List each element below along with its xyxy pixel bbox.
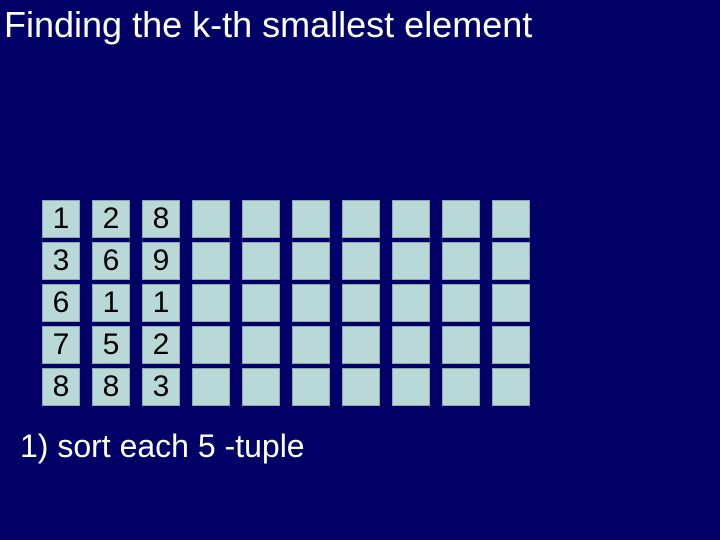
- tuple-cell: 2: [92, 200, 130, 238]
- tuple-cell: 3: [42, 242, 80, 280]
- tuple-cell: [442, 284, 480, 322]
- tuple-cell: [392, 368, 430, 406]
- tuple-cell: [392, 200, 430, 238]
- tuple-column: 1 3 6 7 8: [42, 200, 80, 406]
- tuple-cell: 8: [92, 368, 130, 406]
- tuple-cell: [192, 284, 230, 322]
- tuple-cell: [242, 200, 280, 238]
- tuple-cell: [342, 368, 380, 406]
- tuple-cell: [492, 326, 530, 364]
- tuple-cell: [242, 368, 280, 406]
- tuple-cell: [242, 284, 280, 322]
- slide: Finding the k-th smallest element 136782…: [0, 0, 720, 540]
- tuple-column: 2 6 1 5 8: [92, 200, 130, 406]
- tuple-cell: [492, 284, 530, 322]
- tuple-cell: [442, 242, 480, 280]
- tuple-cell: [442, 368, 480, 406]
- tuple-cell: 1: [92, 284, 130, 322]
- tuple-cell: [192, 326, 230, 364]
- tuple-column: [442, 200, 480, 406]
- tuple-cell: [492, 200, 530, 238]
- tuple-cell: [192, 368, 230, 406]
- tuple-cell: [342, 284, 380, 322]
- tuple-cell: [392, 284, 430, 322]
- tuple-cell: [292, 242, 330, 280]
- tuple-column: [342, 200, 380, 406]
- tuple-cell: [392, 326, 430, 364]
- tuple-cell: 9: [142, 242, 180, 280]
- tuple-cell: 8: [142, 200, 180, 238]
- tuple-cell: 5: [92, 326, 130, 364]
- tuple-cell: [392, 242, 430, 280]
- tuple-cell: [242, 326, 280, 364]
- slide-title: Finding the k-th smallest element: [4, 4, 532, 46]
- tuple-cell: 8: [42, 368, 80, 406]
- tuple-cell: 2: [142, 326, 180, 364]
- tuple-cell: [242, 242, 280, 280]
- tuple-cell: [342, 242, 380, 280]
- tuple-cell: [192, 242, 230, 280]
- tuple-cell: 3: [142, 368, 180, 406]
- tuple-cell: [192, 200, 230, 238]
- tuple-cell: 1: [142, 284, 180, 322]
- tuple-cell: [492, 242, 530, 280]
- tuple-cell: 7: [42, 326, 80, 364]
- tuple-cell: 6: [42, 284, 80, 322]
- tuple-column: [192, 200, 230, 406]
- tuple-column: [242, 200, 280, 406]
- tuple-cell: [442, 326, 480, 364]
- tuple-cell: [292, 326, 330, 364]
- tuple-column: [492, 200, 530, 406]
- tuple-column: 8 9 1 2 3: [142, 200, 180, 406]
- tuple-cell: [292, 368, 330, 406]
- tuple-cell: 6: [92, 242, 130, 280]
- tuple-cell: 1: [42, 200, 80, 238]
- tuple-cell: [342, 200, 380, 238]
- tuple-cell: [292, 200, 330, 238]
- tuple-columns: 136782615889123: [42, 200, 530, 406]
- tuple-column: [392, 200, 430, 406]
- step-caption: 1) sort each 5 -tuple: [20, 428, 305, 465]
- tuple-cell: [292, 284, 330, 322]
- tuple-cell: [442, 200, 480, 238]
- tuple-cell: [342, 326, 380, 364]
- tuple-cell: [492, 368, 530, 406]
- tuple-column: [292, 200, 330, 406]
